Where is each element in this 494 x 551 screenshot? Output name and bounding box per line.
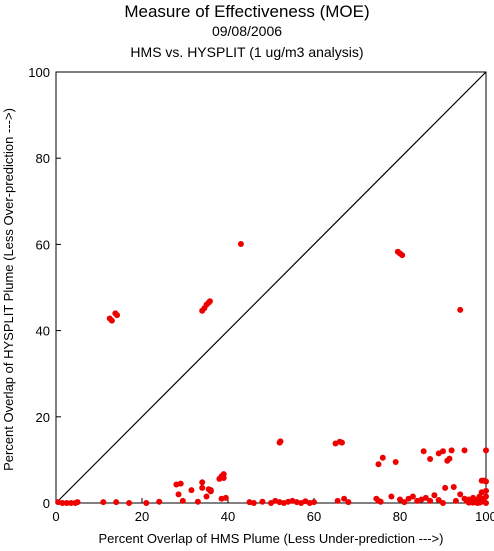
y-axis-label: Percent Overlap of HYSPLIT Plume (Less O… — [1, 108, 16, 471]
data-point — [341, 495, 348, 502]
data-point — [399, 252, 406, 259]
data-point — [452, 497, 459, 504]
data-point — [457, 491, 464, 498]
data-point — [442, 484, 449, 491]
chart-subtitle-date: 09/08/2006 — [211, 23, 283, 39]
data-point — [338, 439, 345, 446]
data-point — [206, 298, 213, 305]
data-point — [440, 500, 446, 506]
data-point — [220, 471, 227, 478]
data-point — [207, 488, 214, 495]
data-point — [177, 480, 184, 487]
data-point — [440, 448, 446, 455]
data-point — [175, 491, 182, 498]
data-point — [446, 455, 453, 462]
data-point — [483, 493, 489, 500]
data-point — [377, 498, 384, 505]
data-point — [450, 484, 457, 491]
data-point — [126, 500, 133, 506]
y-tick-label: 80 — [36, 151, 50, 166]
data-point — [483, 487, 489, 494]
data-point — [476, 499, 483, 506]
data-point — [448, 447, 455, 454]
data-point — [203, 493, 210, 500]
chart-subtitle-analysis: HMS vs. HYSPLIT (1 ug/m3 analysis) — [130, 44, 364, 60]
data-point — [188, 487, 195, 494]
data-point — [465, 499, 472, 506]
chart-title: Measure of Effectiveness (MOE) — [124, 2, 370, 21]
x-axis-label: Percent Overlap of HMS Plume (Less Under… — [99, 531, 444, 546]
data-point — [74, 499, 81, 506]
data-point — [143, 500, 150, 506]
data-point — [422, 494, 429, 501]
data-point — [379, 454, 386, 461]
data-point — [334, 497, 341, 504]
data-point — [156, 498, 163, 505]
data-point — [179, 497, 186, 504]
data-point — [427, 456, 434, 463]
data-point — [427, 497, 434, 504]
reference-line-y-equals-x — [55, 71, 487, 504]
data-point — [311, 499, 317, 506]
data-point — [114, 312, 121, 319]
data-point — [100, 499, 107, 506]
x-tick-label: 80 — [393, 509, 407, 524]
data-point — [259, 498, 266, 505]
data-point — [345, 499, 352, 506]
data-point — [457, 306, 464, 313]
data-point — [435, 496, 442, 503]
data-point — [478, 477, 485, 484]
data-point — [199, 479, 206, 486]
data-point — [388, 493, 395, 500]
data-point — [392, 459, 399, 466]
data-point — [401, 499, 408, 506]
y-tick-label: 60 — [36, 237, 50, 252]
data-point — [483, 447, 489, 454]
y-tick-label: 40 — [36, 324, 50, 339]
data-point — [375, 461, 382, 468]
data-point — [409, 493, 416, 500]
x-tick-label: 100 — [475, 509, 494, 524]
data-point — [277, 438, 284, 445]
data-point — [108, 317, 115, 324]
data-point — [63, 500, 70, 506]
y-tick-label: 0 — [43, 496, 50, 511]
data-point — [470, 499, 477, 506]
data-point — [431, 492, 438, 499]
x-tick-label: 0 — [52, 509, 59, 524]
data-point — [59, 500, 66, 506]
x-tick-label: 20 — [135, 509, 149, 524]
data-point — [113, 499, 120, 506]
data-point — [397, 496, 403, 503]
y-tick-label: 20 — [36, 410, 50, 425]
data-point — [420, 448, 427, 455]
data-point — [68, 500, 75, 506]
y-tick-label: 100 — [28, 65, 50, 80]
x-tick-label: 60 — [307, 509, 321, 524]
data-point — [237, 240, 244, 247]
data-point — [194, 498, 201, 505]
data-point — [461, 447, 468, 454]
x-tick-label: 40 — [221, 509, 235, 524]
data-point — [483, 500, 489, 506]
data-point — [199, 484, 206, 491]
data-point — [222, 494, 229, 501]
data-point — [250, 500, 257, 506]
